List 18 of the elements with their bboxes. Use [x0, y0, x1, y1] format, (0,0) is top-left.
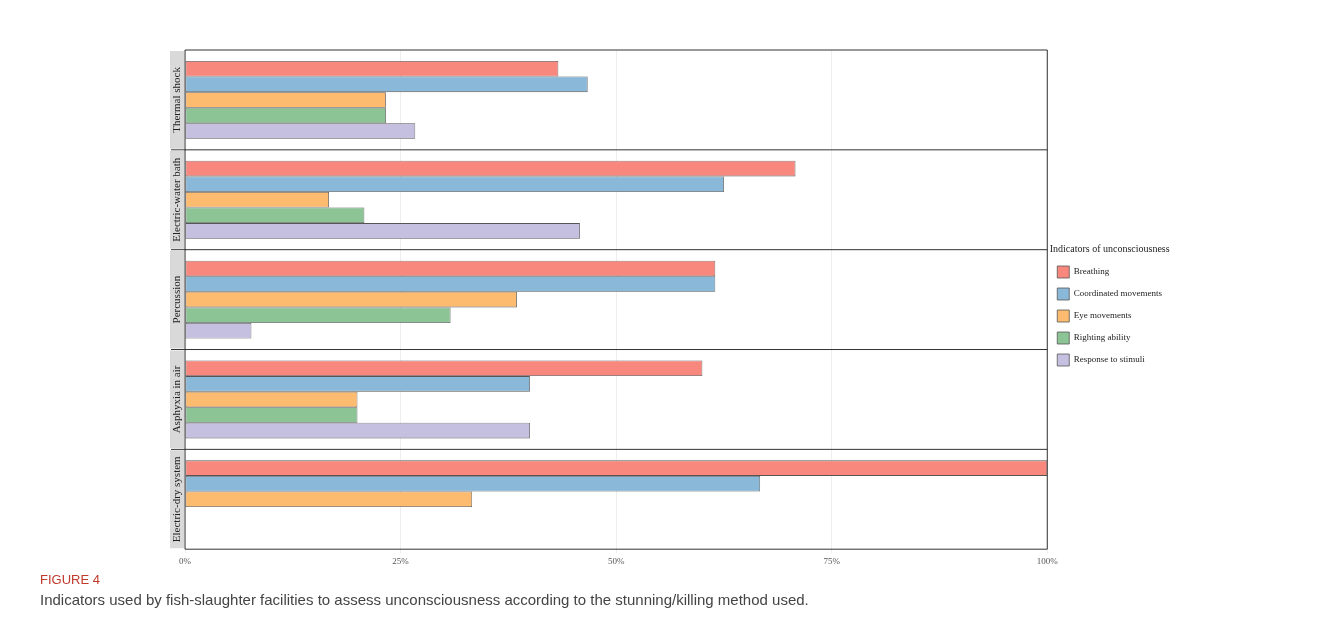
y-tick-label: Percussion: [169, 275, 182, 324]
x-tick-label: 25%: [392, 555, 410, 566]
caption: FIGURE 4: [40, 572, 101, 587]
legend-label: Righting ability: [1073, 332, 1132, 343]
legend-label: Coordinated movements: [1073, 288, 1163, 299]
x-tick-label: 75%: [823, 555, 841, 566]
x-tick-label: 100%: [1036, 555, 1059, 566]
y-tick-label: Electric-dry system: [169, 455, 182, 543]
legend-label: Response to stimuli: [1073, 354, 1146, 365]
y-tick-label: Asphyxia in air: [169, 365, 182, 434]
legend-title: Indicators of unconsciousness: [1049, 242, 1170, 254]
x-tick-label: 0%: [179, 555, 192, 566]
text: Indicators used by fish-slaughter facilities to assess unconsciousness according to the stunning/killing method used.: [40, 591, 810, 608]
y-tick-label: Electric-water bath: [169, 157, 182, 242]
legend-label: Eye movements: [1073, 310, 1132, 321]
y-tick-label: Thermal shock: [169, 66, 182, 133]
legend-label: Breathing: [1073, 266, 1110, 277]
x-tick-label: 50%: [607, 555, 625, 566]
